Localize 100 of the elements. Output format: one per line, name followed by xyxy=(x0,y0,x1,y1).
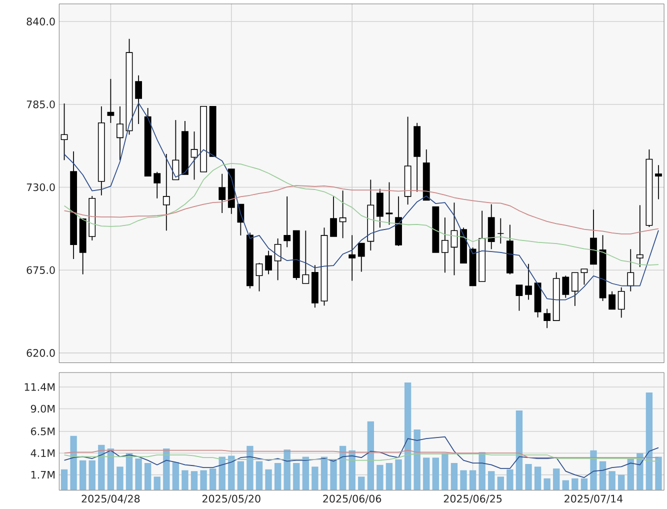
bar xyxy=(506,469,514,490)
bar xyxy=(442,453,448,490)
candlestick xyxy=(284,196,291,248)
bar xyxy=(293,463,300,490)
bar xyxy=(98,445,105,490)
bar xyxy=(534,466,542,490)
bar xyxy=(562,480,569,490)
bar xyxy=(646,392,653,490)
bar xyxy=(386,463,393,490)
candlestick xyxy=(544,308,551,329)
bar xyxy=(126,453,133,490)
bar xyxy=(256,461,263,490)
bar xyxy=(218,456,226,490)
bar xyxy=(302,456,310,490)
bar xyxy=(80,460,86,490)
bar xyxy=(572,478,578,490)
bar xyxy=(116,466,124,490)
bar xyxy=(107,448,114,490)
x-tick-label: 2025/06/25 xyxy=(444,494,502,504)
candlestick xyxy=(302,230,310,284)
x-tick-label: 2025/05/20 xyxy=(202,494,260,504)
y-tick-label: 6.5M xyxy=(31,428,55,436)
bar xyxy=(163,448,170,490)
bar xyxy=(450,463,458,490)
bar xyxy=(320,456,328,490)
y-tick-label: 840.0 xyxy=(26,18,55,26)
candlestick xyxy=(516,284,523,312)
x-tick-label: 2025/04/28 xyxy=(82,494,140,504)
bar xyxy=(265,469,272,490)
bar xyxy=(497,476,504,490)
candlestick xyxy=(386,182,393,226)
y-tick-label: 785.0 xyxy=(26,100,55,108)
candlestick xyxy=(107,78,114,124)
line-series xyxy=(64,163,659,266)
bar xyxy=(423,458,430,490)
candlestick xyxy=(265,250,272,275)
bar xyxy=(469,470,476,490)
candlestick xyxy=(274,238,282,281)
bar xyxy=(608,471,616,490)
bar xyxy=(544,478,550,490)
line-series xyxy=(64,436,659,478)
candlestick xyxy=(172,120,180,180)
bar xyxy=(246,446,254,490)
bar xyxy=(154,476,160,490)
bar xyxy=(525,464,532,490)
bar xyxy=(488,471,495,490)
bar xyxy=(284,450,290,490)
candlestick xyxy=(218,173,226,214)
y-tick-label: 675.0 xyxy=(26,266,55,274)
y-tick-label: 730.0 xyxy=(26,183,55,192)
bar xyxy=(627,458,634,490)
bar xyxy=(460,470,467,490)
x-tick-label: 2025/07/14 xyxy=(564,494,623,504)
x-tick-label: 2025/06/06 xyxy=(323,494,382,504)
bar xyxy=(312,466,318,490)
candlestick xyxy=(256,262,263,292)
bar xyxy=(516,410,523,490)
bar xyxy=(70,436,77,490)
candlestick xyxy=(580,268,588,286)
bar xyxy=(209,468,216,490)
y-tick-label: 4.1M xyxy=(30,449,55,457)
bar xyxy=(339,446,346,490)
bar xyxy=(367,422,374,490)
y-tick-label: 620.0 xyxy=(26,349,55,357)
candlestick xyxy=(525,264,532,300)
bar xyxy=(200,470,207,490)
candlestick xyxy=(636,204,644,268)
candlestick xyxy=(655,164,662,200)
candlestick xyxy=(497,218,504,244)
bar xyxy=(599,461,606,490)
bar xyxy=(182,470,188,490)
bar xyxy=(636,453,644,490)
candlestick xyxy=(376,188,384,228)
bar xyxy=(135,458,142,490)
candlestick xyxy=(562,275,570,298)
bar xyxy=(358,476,365,490)
bar xyxy=(580,478,588,490)
bar xyxy=(228,456,235,490)
bar xyxy=(553,468,560,490)
bar xyxy=(144,463,152,490)
bar xyxy=(237,461,244,490)
bar xyxy=(618,474,625,490)
y-tick-label: 9.0M xyxy=(30,404,55,413)
candlestick xyxy=(190,131,198,180)
bar xyxy=(88,460,96,490)
bar xyxy=(60,469,68,490)
candlestick xyxy=(116,106,124,161)
candlestick xyxy=(358,242,365,272)
candlestick xyxy=(154,172,161,199)
candlestick xyxy=(135,74,142,125)
candlestick xyxy=(330,196,337,238)
candlestick xyxy=(618,287,625,318)
bar xyxy=(376,464,384,490)
bar xyxy=(274,463,282,490)
bar xyxy=(414,430,420,490)
bar xyxy=(478,452,486,490)
candlestick xyxy=(608,290,616,310)
candlestick xyxy=(571,272,578,306)
bar xyxy=(655,456,662,490)
candlestick xyxy=(441,217,448,274)
